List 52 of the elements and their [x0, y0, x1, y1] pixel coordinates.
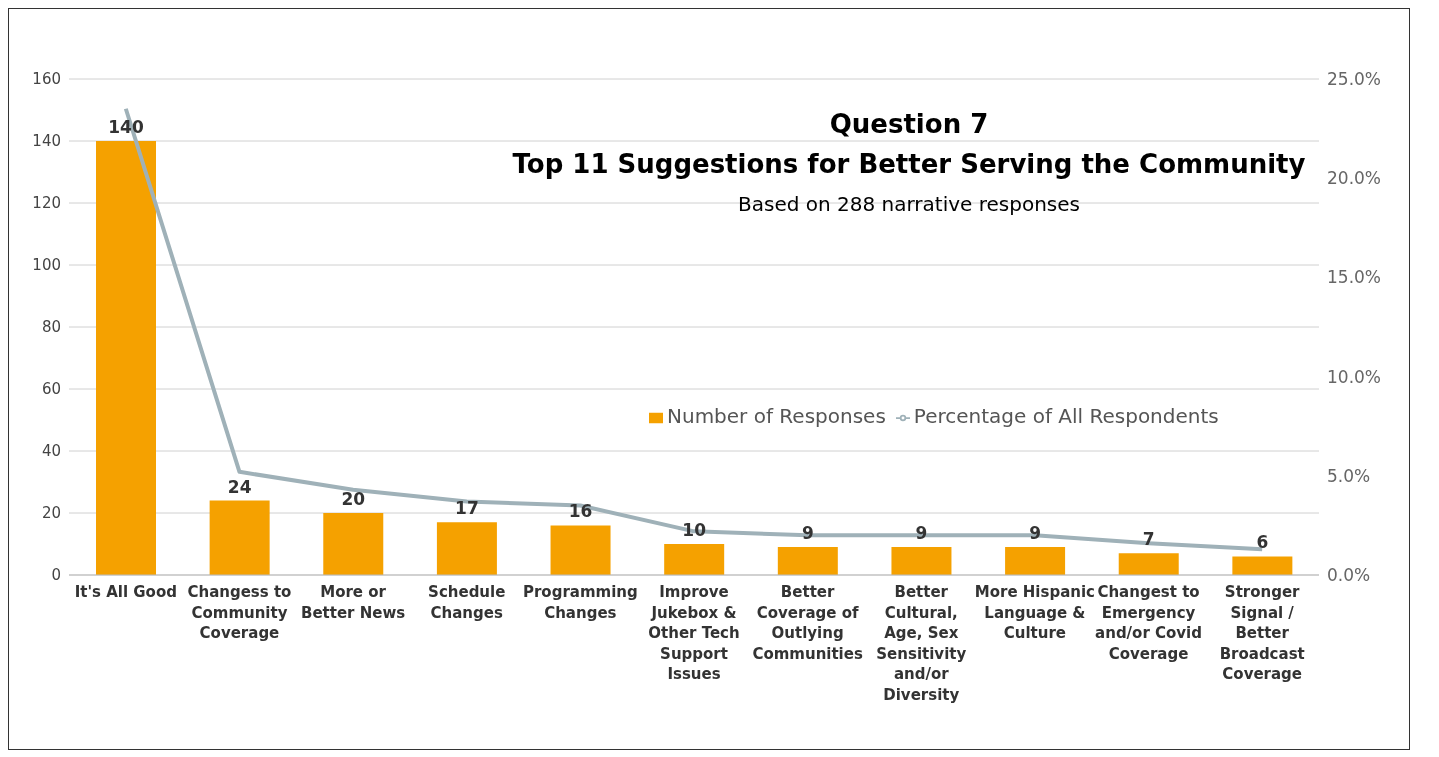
bar	[96, 141, 156, 575]
text: Question 7 Top 11 Suggestions for Better Serving the Community	[511, 108, 1307, 181]
data-label: 7	[1142, 529, 1155, 550]
y2-tick-label: 25.0%	[1327, 69, 1382, 90]
y-tick-label: 60	[41, 380, 61, 399]
x-tick-label: Better Cultural, Age, Sex Sensitivity and/or Diversity	[876, 583, 967, 704]
data-label: 9	[915, 523, 928, 544]
y-tick-label: 100	[32, 256, 61, 275]
data-label: 9	[801, 523, 814, 544]
data-label: 24	[227, 476, 252, 497]
x-tick-label: Changest to Emergency and/or Covid Coverage	[1095, 583, 1203, 663]
data-label: 140	[108, 117, 144, 137]
x-tick-label: Changess to Community Coverage	[187, 583, 292, 642]
x-tick-label: Improve Jukebox & Other Tech Support Issues	[648, 583, 740, 683]
data-label: 17	[455, 498, 479, 519]
x-tick-label: Stronger Signal / Better Broadcast Coverage	[1219, 583, 1305, 683]
y2-tick-label: 5.0%	[1327, 465, 1371, 486]
data-label: 20	[341, 489, 366, 509]
bar	[891, 547, 952, 575]
x-tick-label: Schedule Changes	[428, 583, 506, 622]
bar	[209, 500, 270, 575]
y2-tick-label: 0.0%	[1327, 565, 1371, 586]
data-label: 9	[1029, 523, 1042, 544]
bar	[1118, 553, 1179, 575]
x-tick-label: More Hispanic Language & Culture	[974, 583, 1096, 642]
y-tick-label: 40	[41, 442, 61, 461]
bar	[1005, 547, 1066, 575]
x-tick-label: Better Coverage of Outlying Communities	[752, 583, 863, 663]
x-tick-label: More or Better News	[300, 583, 406, 622]
legend-label: Number of Responses	[667, 404, 886, 428]
y-tick-label: 120	[32, 194, 61, 213]
bar	[550, 525, 611, 575]
y2-tick-label: 10.0%	[1327, 366, 1382, 387]
x-tick-label: It's All Good	[74, 583, 177, 601]
text: Based on 288 narrative responses	[737, 192, 1081, 216]
bar	[436, 522, 497, 575]
y-tick-label: 20	[41, 504, 61, 523]
bar	[664, 544, 725, 575]
data-label: 16	[568, 501, 593, 522]
y2-tick-label: 15.0%	[1327, 267, 1382, 288]
y2-tick-label: 20.0%	[1327, 168, 1382, 189]
y-tick-label: 80	[41, 318, 61, 337]
y-tick-label: 140	[32, 132, 61, 151]
y-tick-label: 0	[51, 566, 61, 585]
bar	[1232, 556, 1293, 575]
data-label: 6	[1256, 532, 1269, 553]
legend-label: Percentage of All Respondents	[913, 404, 1219, 428]
bar	[323, 513, 384, 575]
bar	[777, 547, 838, 575]
y-tick-label: 160	[32, 70, 61, 89]
x-tick-label: Programming Changes	[522, 583, 638, 622]
data-label: 10	[682, 520, 707, 540]
